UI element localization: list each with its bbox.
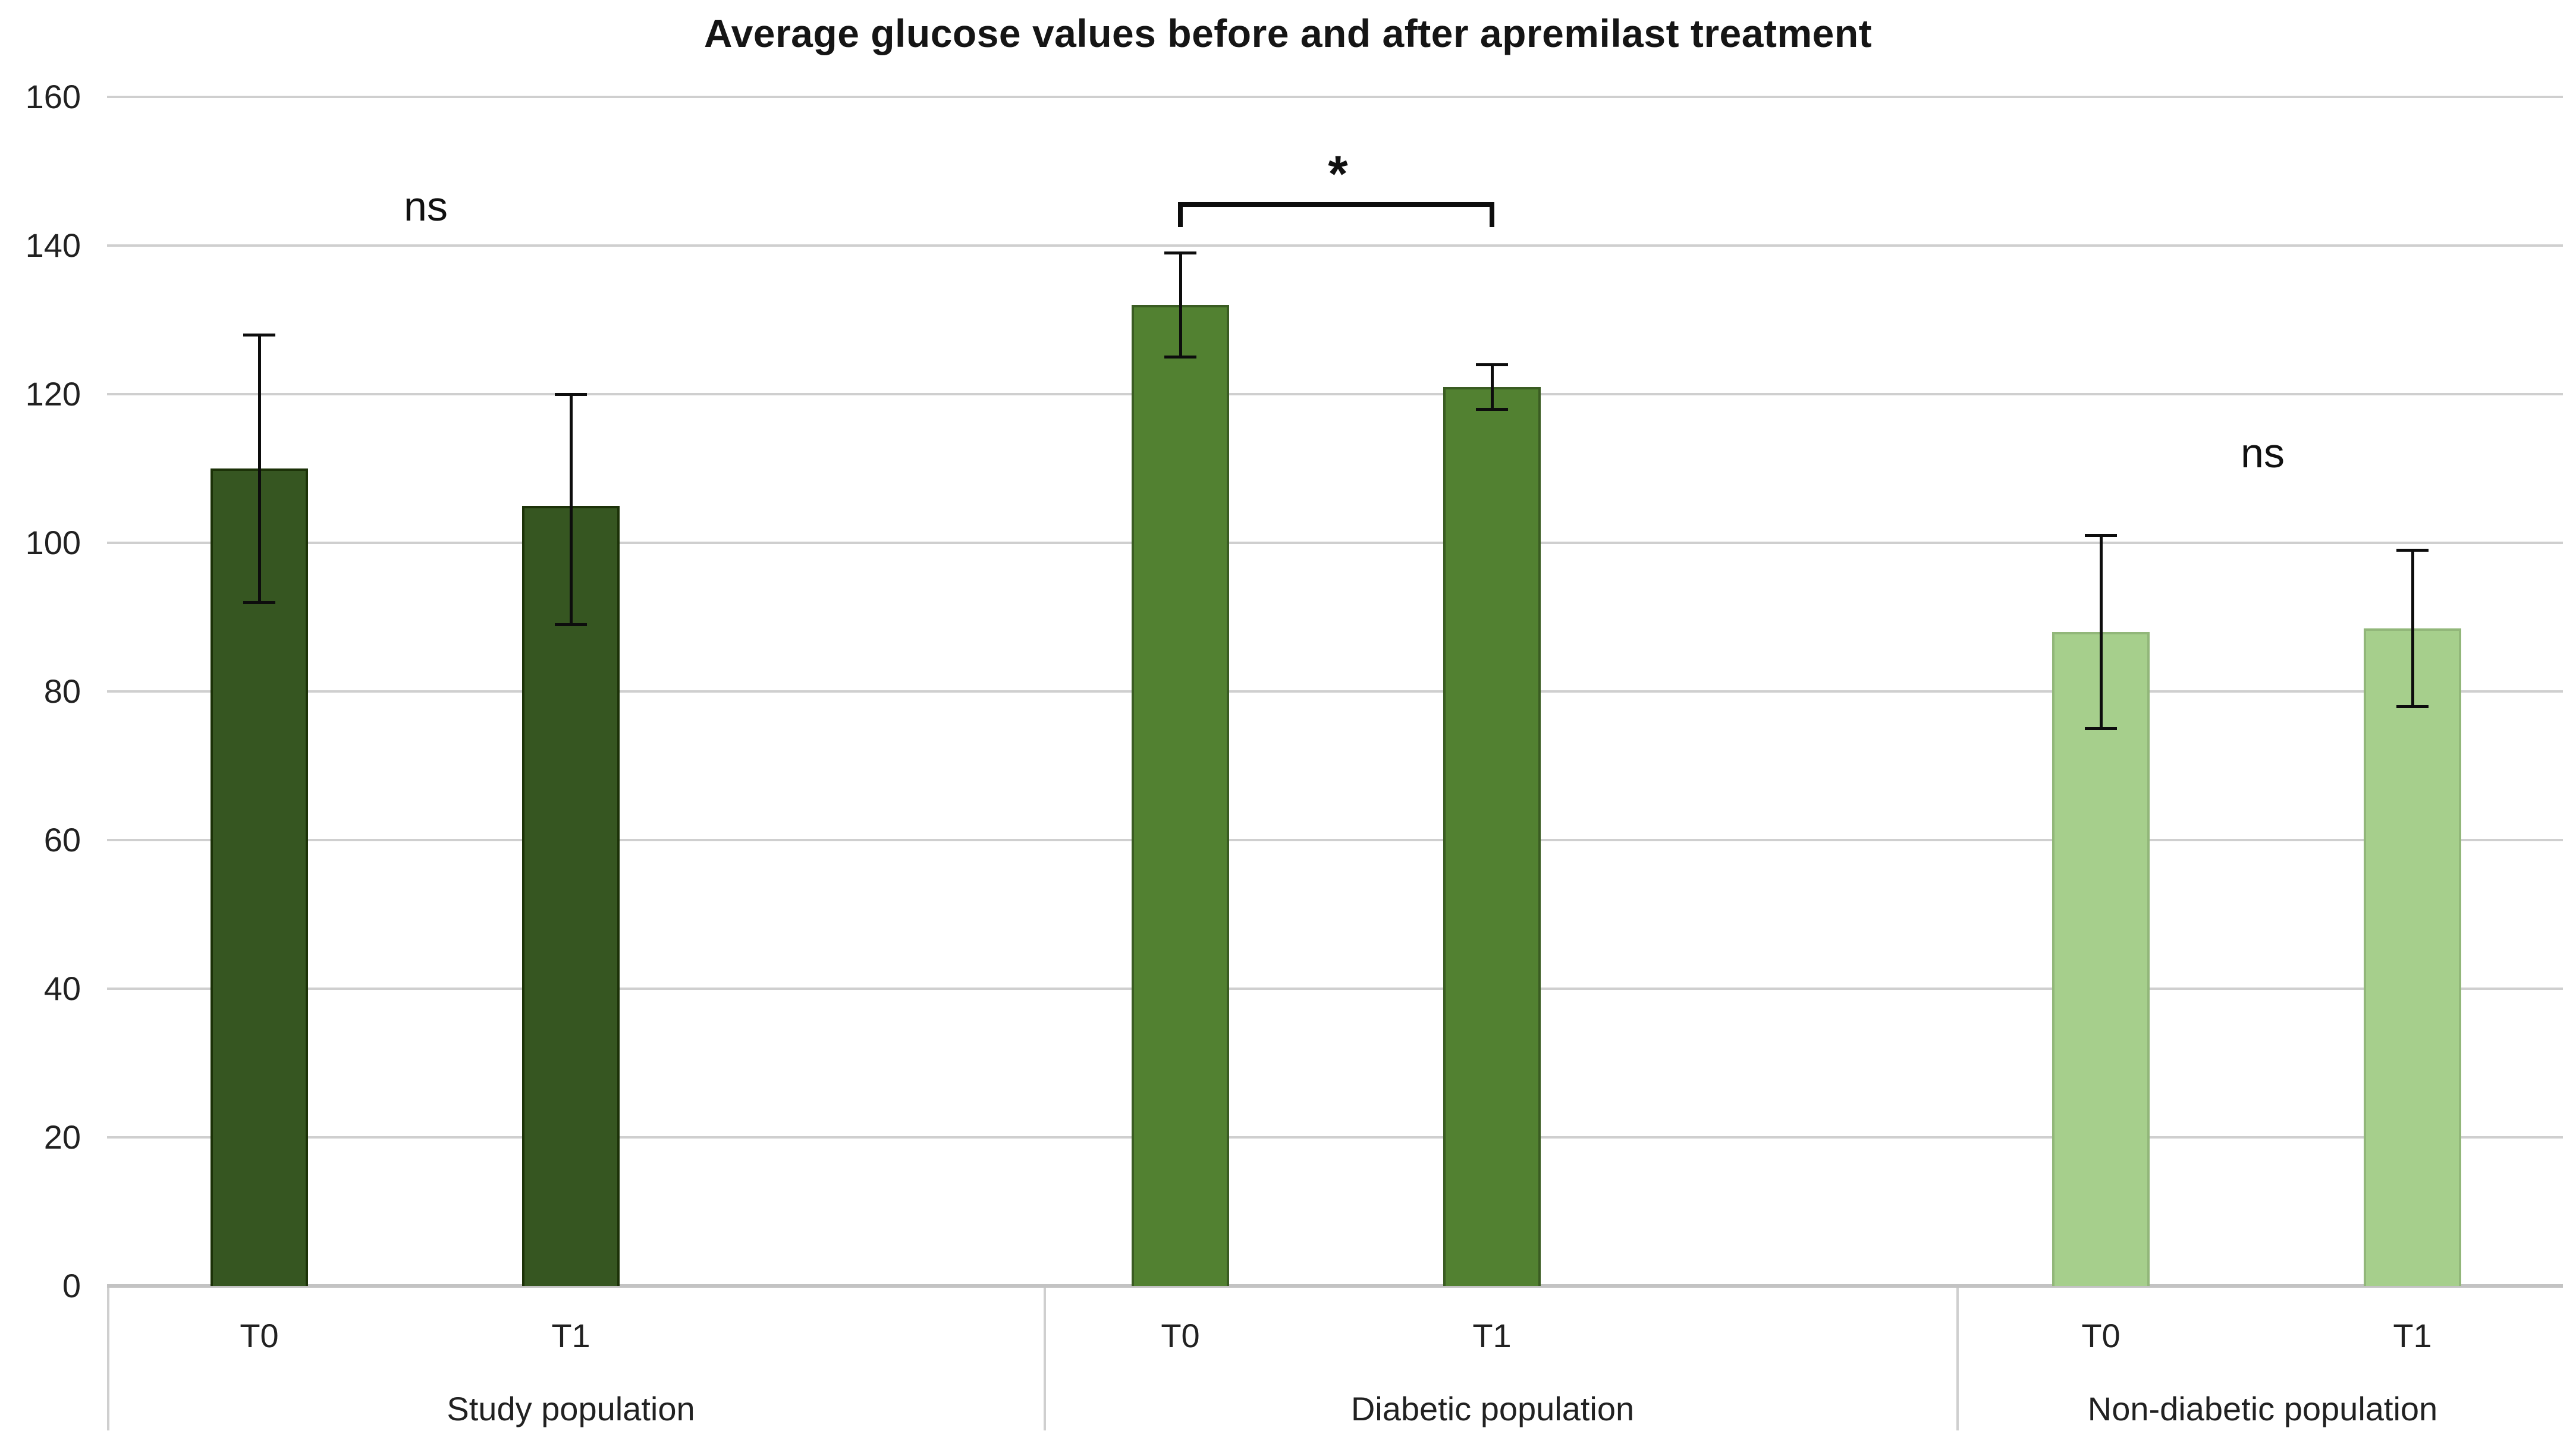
x-category-label-t1: T1 <box>2393 1317 2432 1354</box>
error-bar-cap-bottom <box>555 623 587 626</box>
error-bar-cap-top <box>2085 534 2117 537</box>
error-bar-stem <box>569 394 573 625</box>
gridline-y-80 <box>107 690 2563 693</box>
chart-title: Average glucose values before and after … <box>703 11 1873 55</box>
significance-label-ns: ns <box>2241 430 2285 476</box>
error-bar-cap-bottom <box>243 600 275 604</box>
bar-study-t1 <box>522 505 620 1286</box>
gridline-y-20 <box>107 1136 2563 1139</box>
gridline-y-100 <box>107 542 2563 544</box>
y-tick-label-140: 140 <box>25 227 81 264</box>
y-tick-label-0: 0 <box>62 1267 81 1304</box>
error-bar-cap-bottom <box>2085 727 2117 730</box>
x-category-label-t0: T0 <box>2081 1317 2121 1354</box>
error-bar-cap-top <box>243 333 275 337</box>
y-tick-label-80: 80 <box>43 672 81 710</box>
error-bar-stem <box>257 335 261 602</box>
significance-label-star: * <box>1328 146 1348 203</box>
x-category-label-t1: T1 <box>1472 1317 1512 1354</box>
error-bar-stem <box>1179 253 1182 357</box>
x-category-label-t1: T1 <box>551 1317 590 1354</box>
gridline-y-40 <box>107 988 2563 990</box>
bar-study-t0 <box>211 468 308 1286</box>
error-bar-cap-bottom <box>1476 407 1508 411</box>
x-category-label-t0: T0 <box>1161 1317 1200 1354</box>
error-bar-cap-top <box>2396 549 2429 552</box>
gridline-y-60 <box>107 839 2563 841</box>
gridline-y-120 <box>107 393 2563 395</box>
x-group-label-0: Study population <box>447 1390 695 1427</box>
error-bar-cap-top <box>1476 363 1508 366</box>
gridline-y-140 <box>107 244 2563 247</box>
bar-non-diabetic-t1 <box>2364 628 2461 1286</box>
x-category-label-t0: T0 <box>240 1317 279 1354</box>
error-bar-cap-bottom <box>1164 356 1196 359</box>
y-tick-label-120: 120 <box>25 375 81 413</box>
bar-diabetic-t0 <box>1132 305 1229 1286</box>
bar-non-diabetic-t0 <box>2052 632 2150 1286</box>
gridline-y-160 <box>107 96 2563 98</box>
significance-label-ns: ns <box>404 183 448 229</box>
category-axis-divider-1 <box>1044 1288 1046 1430</box>
x-group-label-1: Diabetic population <box>1350 1390 1635 1427</box>
error-bar-cap-top <box>555 392 587 396</box>
x-axis-line <box>107 1284 2563 1288</box>
y-tick-label-20: 20 <box>43 1118 81 1156</box>
category-axis-divider-0 <box>107 1288 109 1430</box>
x-group-label-2: Non-diabetic population <box>2087 1390 2438 1427</box>
y-tick-label-160: 160 <box>25 78 81 115</box>
error-bar-cap-bottom <box>2396 705 2429 708</box>
error-bar-stem <box>2411 550 2414 706</box>
y-tick-label-60: 60 <box>43 821 81 858</box>
error-bar-stem <box>1490 364 1494 409</box>
y-tick-label-40: 40 <box>43 970 81 1007</box>
y-tick-label-100: 100 <box>25 524 81 561</box>
bar-diabetic-t1 <box>1443 386 1541 1286</box>
significance-bracket <box>1178 202 1494 227</box>
category-axis-divider-2 <box>1956 1288 1959 1430</box>
error-bar-cap-top <box>1164 251 1196 254</box>
error-bar-stem <box>2099 535 2103 729</box>
